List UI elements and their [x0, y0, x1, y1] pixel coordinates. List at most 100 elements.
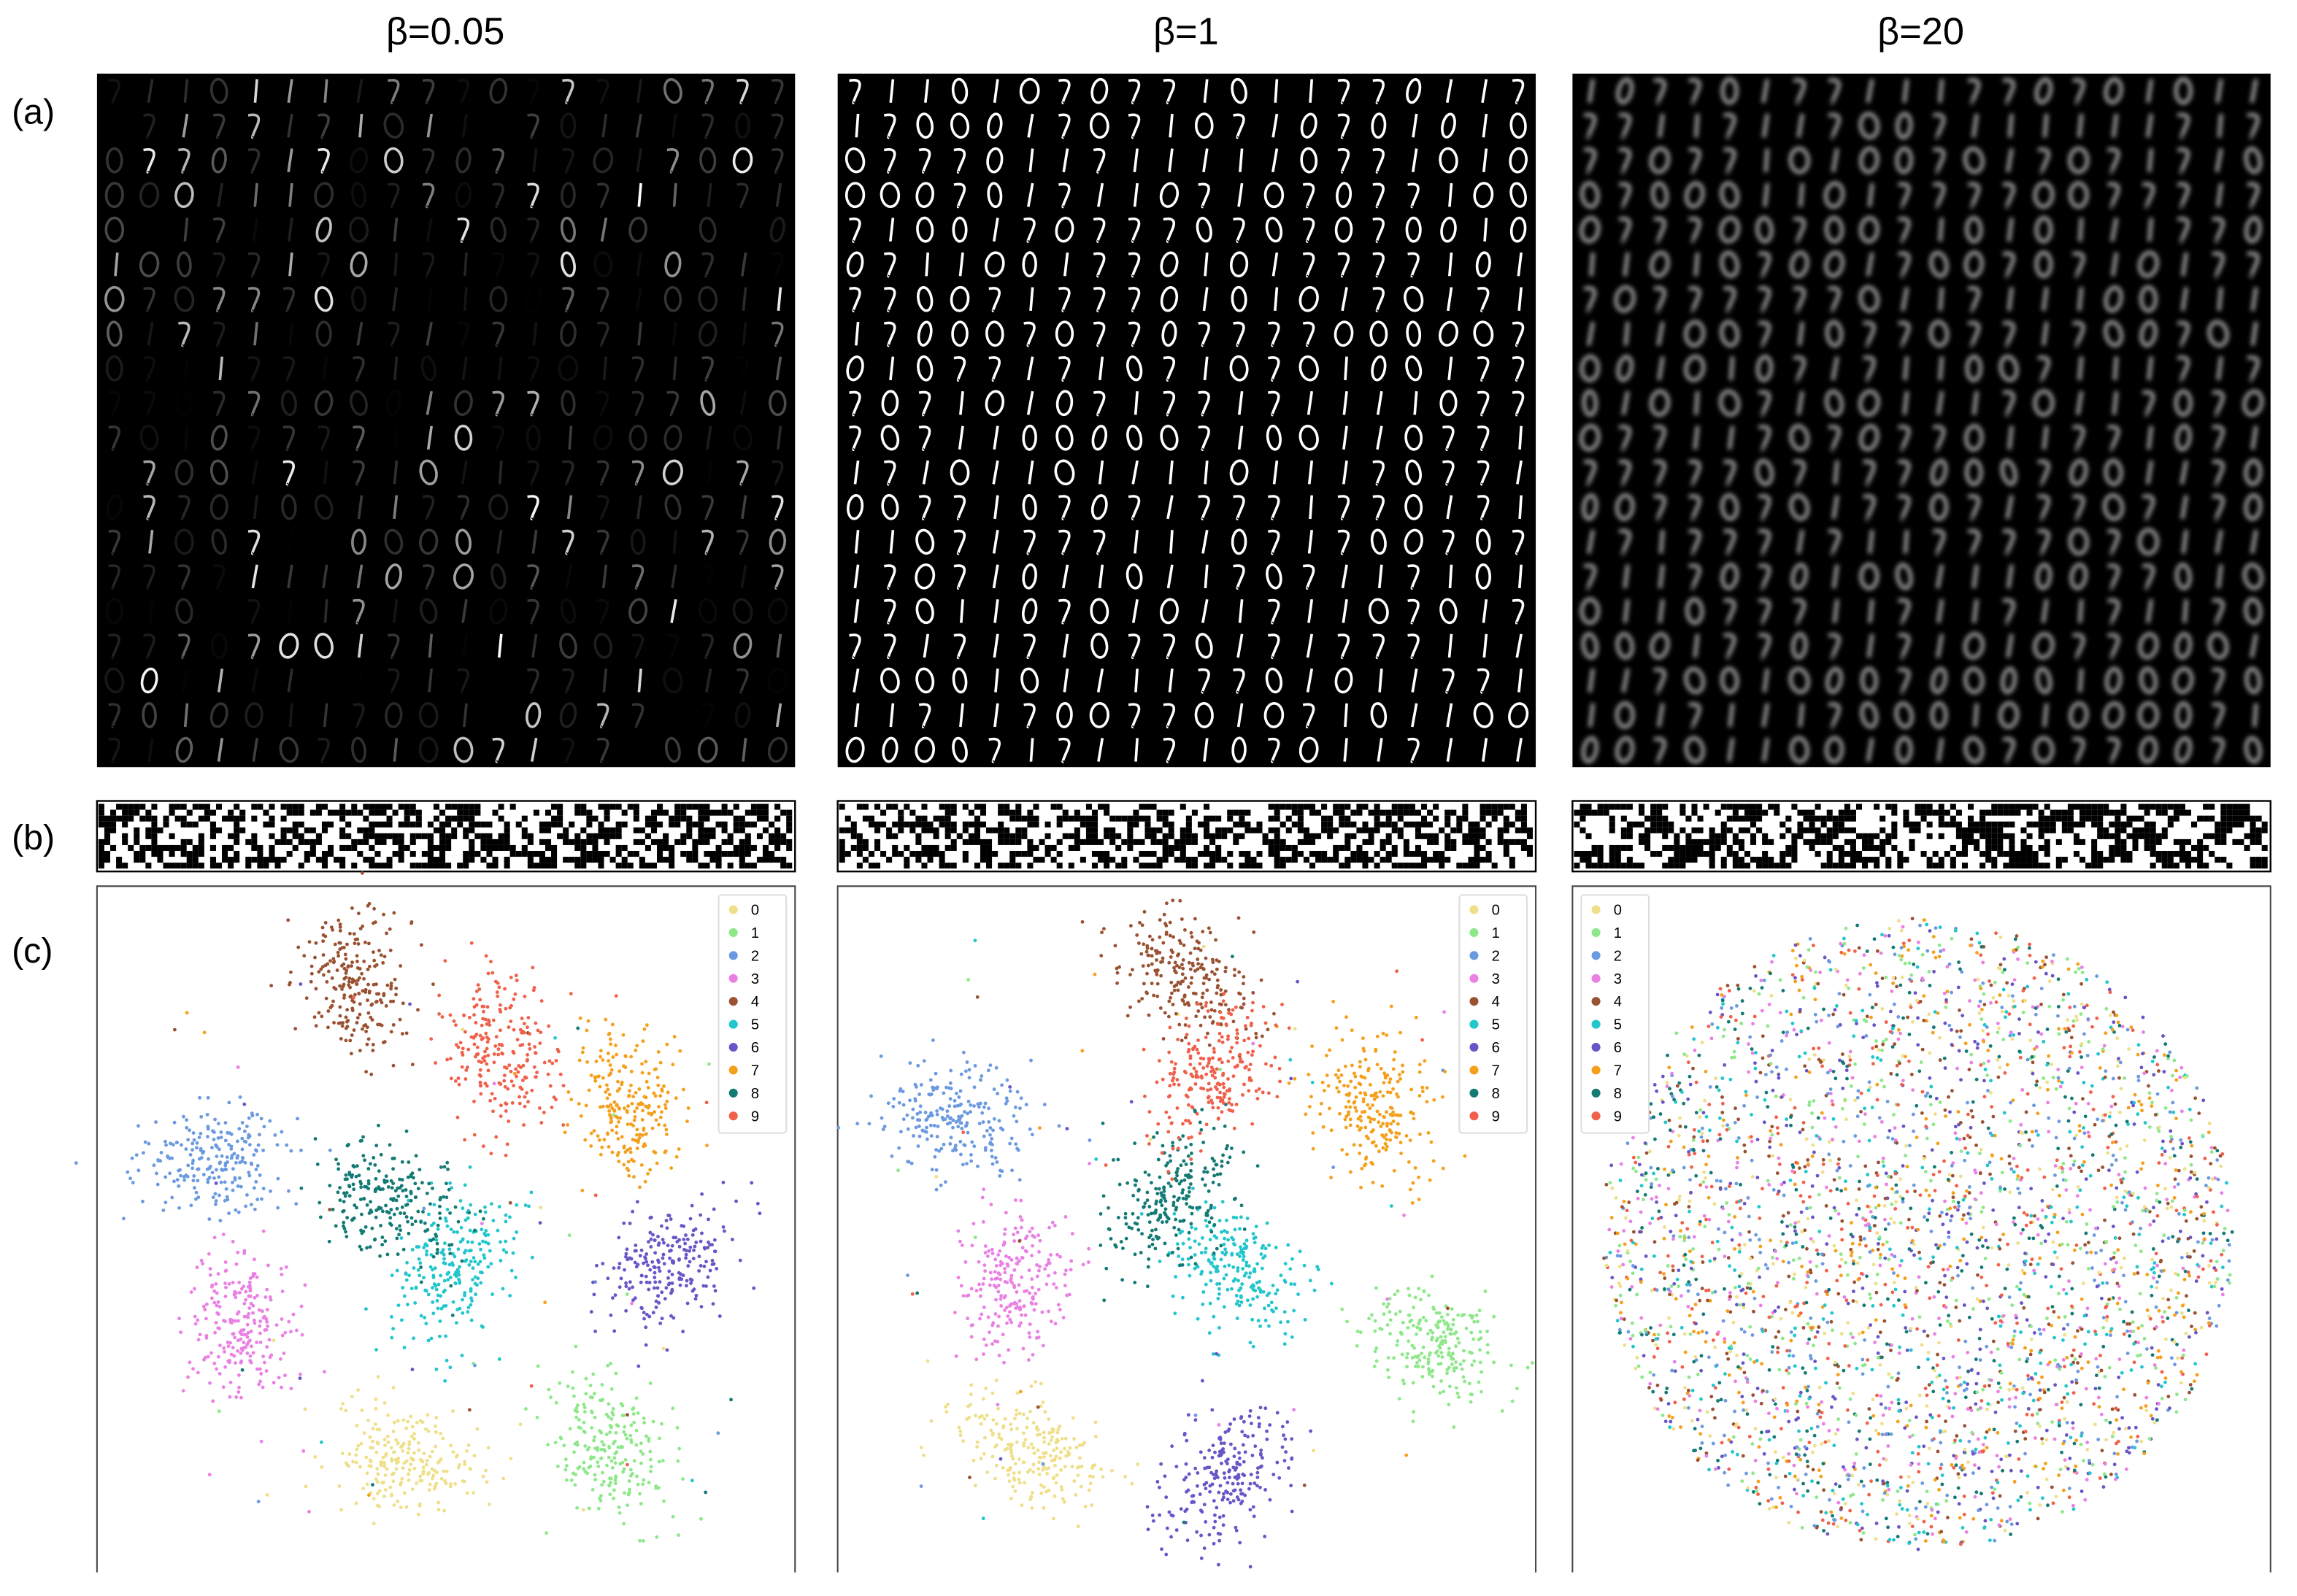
point: [648, 1268, 653, 1272]
digit-stroke: [1126, 425, 1143, 451]
code-cell: [486, 833, 493, 839]
code-cell: [104, 827, 111, 833]
digit-stroke: [488, 493, 509, 520]
code-cell: [457, 821, 463, 828]
point: [234, 1208, 238, 1212]
point: [360, 1408, 364, 1413]
code-cell: [104, 857, 111, 863]
code-cell: [921, 827, 928, 833]
code-cell: [1597, 844, 1604, 851]
code-cell: [1091, 839, 1099, 845]
code-cell: [563, 857, 569, 863]
code-cell: [1615, 803, 1621, 810]
point: [642, 1416, 646, 1420]
code-cell: [228, 844, 234, 851]
code-cell: [1768, 857, 1774, 863]
point: [211, 1399, 215, 1403]
digit-stroke: [1027, 182, 1034, 207]
point: [423, 1316, 427, 1319]
code-cell: [1632, 821, 1639, 828]
point: [677, 1258, 681, 1262]
code-cell: [1520, 839, 1527, 845]
code-cell: [1691, 850, 1698, 857]
code-cell: [1509, 863, 1515, 869]
code-cell: [1480, 857, 1486, 863]
code-cell: [1121, 839, 1128, 845]
point: [592, 1438, 596, 1443]
point: [511, 1251, 515, 1255]
code-cell: [780, 839, 787, 845]
code-cell: [598, 821, 604, 828]
code-cell: [1268, 844, 1274, 851]
code-cell: [151, 815, 158, 822]
point: [416, 1441, 420, 1445]
digit-stroke: [776, 633, 782, 658]
code-cell: [374, 863, 381, 869]
point: [461, 1028, 465, 1032]
point: [359, 1441, 363, 1446]
point: [202, 1357, 206, 1362]
code-cell: [1133, 815, 1139, 822]
digit-stroke: [664, 494, 682, 520]
code-cell: [1433, 850, 1439, 857]
point: [638, 1492, 642, 1496]
code-cell: [304, 839, 310, 845]
code-cell: [650, 863, 658, 869]
point: [432, 1203, 436, 1207]
code-cell: [116, 803, 123, 810]
code-cell: [980, 821, 987, 828]
code-cell: [1185, 863, 1192, 869]
digit-stroke: [1971, 564, 1979, 589]
point: [154, 1120, 158, 1125]
point: [596, 1134, 600, 1138]
digit-stroke: [2174, 701, 2192, 729]
digit-stroke: [1930, 458, 1948, 486]
point: [578, 1426, 582, 1430]
point: [692, 1248, 696, 1252]
code-cell: [1080, 815, 1086, 822]
digit-stroke: [1694, 391, 1700, 415]
digit-stroke: [1229, 459, 1249, 486]
point: [441, 1436, 445, 1441]
code-cell: [609, 827, 616, 833]
point: [694, 1293, 699, 1298]
code-cell: [1239, 809, 1245, 816]
code-cell: [786, 863, 793, 869]
code-cell: [1391, 827, 1398, 833]
point: [738, 1258, 742, 1262]
point: [648, 1449, 653, 1454]
digit-stroke: [1341, 287, 1348, 312]
point: [156, 1159, 161, 1163]
code-cell: [645, 844, 651, 851]
point: [320, 965, 325, 969]
code-cell: [750, 821, 757, 828]
point: [232, 1354, 236, 1358]
digit-stroke: [1266, 563, 1282, 590]
digit-stroke: [1342, 460, 1348, 485]
point: [390, 1273, 394, 1278]
code-cell: [627, 863, 634, 869]
code-cell: [463, 827, 469, 833]
point: [582, 1420, 586, 1425]
digit-stroke: [490, 563, 507, 590]
digit-stroke: [993, 79, 999, 103]
point: [451, 1450, 455, 1454]
point: [280, 1273, 284, 1276]
point: [443, 1288, 447, 1292]
code-cell: [404, 815, 410, 822]
code-cell: [2085, 863, 2092, 869]
point: [185, 1125, 189, 1130]
point: [418, 1273, 422, 1278]
digit-stroke: [2137, 250, 2159, 278]
code-cell: [850, 827, 857, 833]
point: [358, 967, 362, 971]
code-cell: [274, 863, 281, 869]
code-cell: [980, 839, 987, 845]
digit-stroke: [672, 321, 677, 346]
code-cell: [1204, 844, 1210, 851]
point: [607, 1415, 611, 1419]
code-cell: [122, 833, 128, 839]
code-cell: [351, 844, 358, 851]
point: [248, 1276, 253, 1281]
code-cell: [609, 857, 616, 863]
